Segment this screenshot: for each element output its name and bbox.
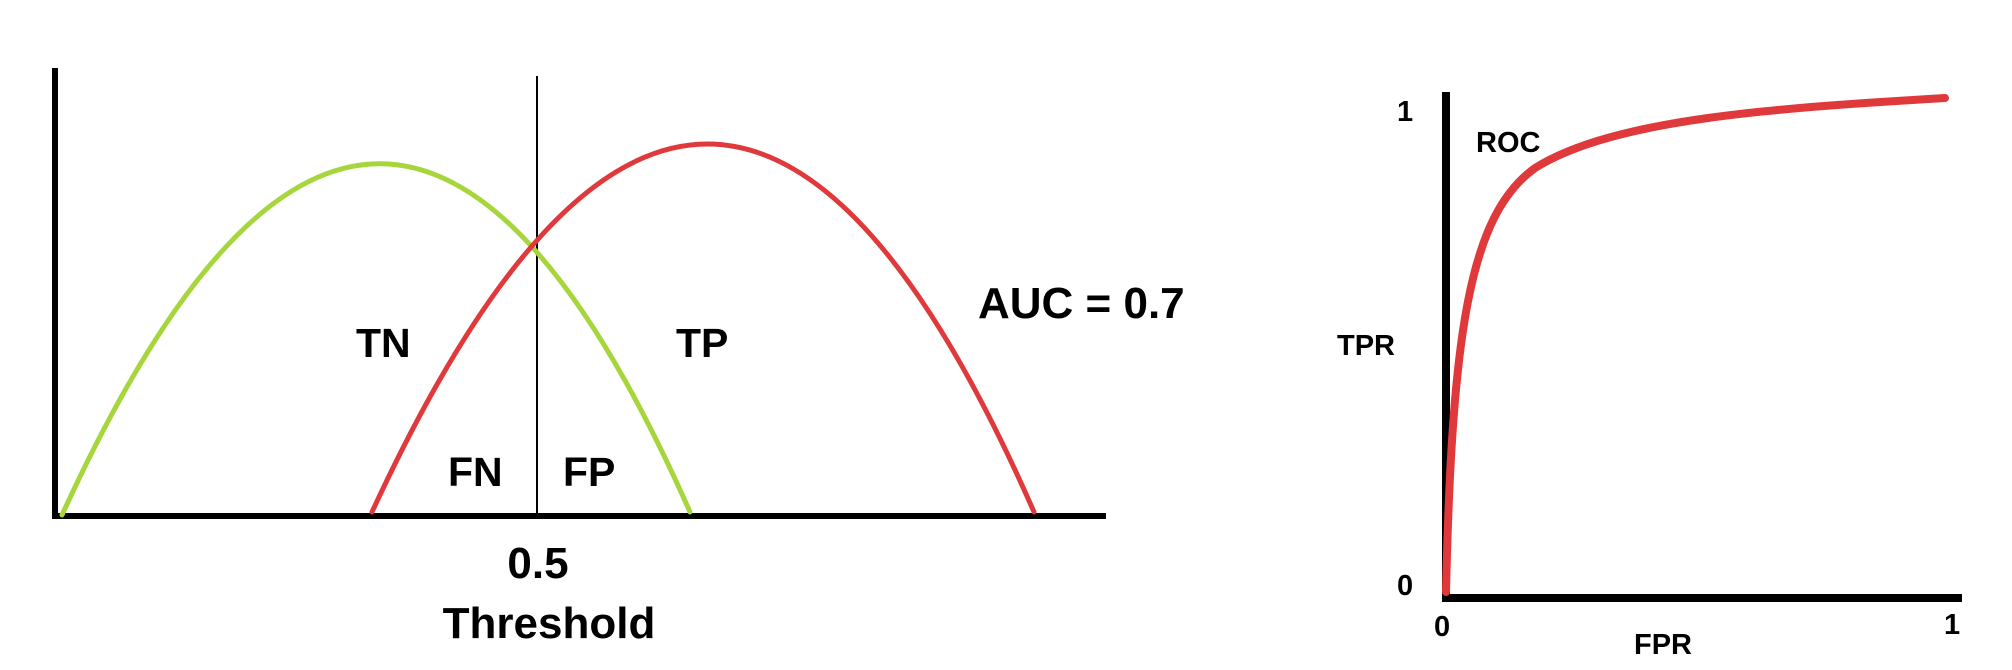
auc-label: AUC = 0.7 [978,279,1185,328]
roc-curve [1442,94,1949,596]
negative-class-curve [59,161,693,518]
roc-y-tick-top: 1 [1397,96,1413,128]
threshold-label: Threshold [443,599,656,648]
roc-x-axis-label: FPR [1634,629,1692,661]
tn-label: TN [356,320,411,366]
roc-x-tick-left: 0 [1434,611,1450,643]
roc-chart: 1 0 0 1 TPR FPR ROC [1337,92,1962,661]
roc-y-tick-bottom: 0 [1397,570,1413,602]
roc-curve-label: ROC [1476,127,1541,159]
positive-class-curve [369,141,1037,515]
threshold-value: 0.5 [507,539,568,588]
roc-x-tick-right: 1 [1944,609,1960,641]
fp-label: FP [563,449,615,495]
tp-label: TP [676,320,728,366]
distribution-diagram: TN TP FN FP 0.5 Threshold AUC = 0.7 [52,68,1185,648]
roc-y-axis-label: TPR [1337,330,1395,362]
fn-label: FN [448,449,503,495]
